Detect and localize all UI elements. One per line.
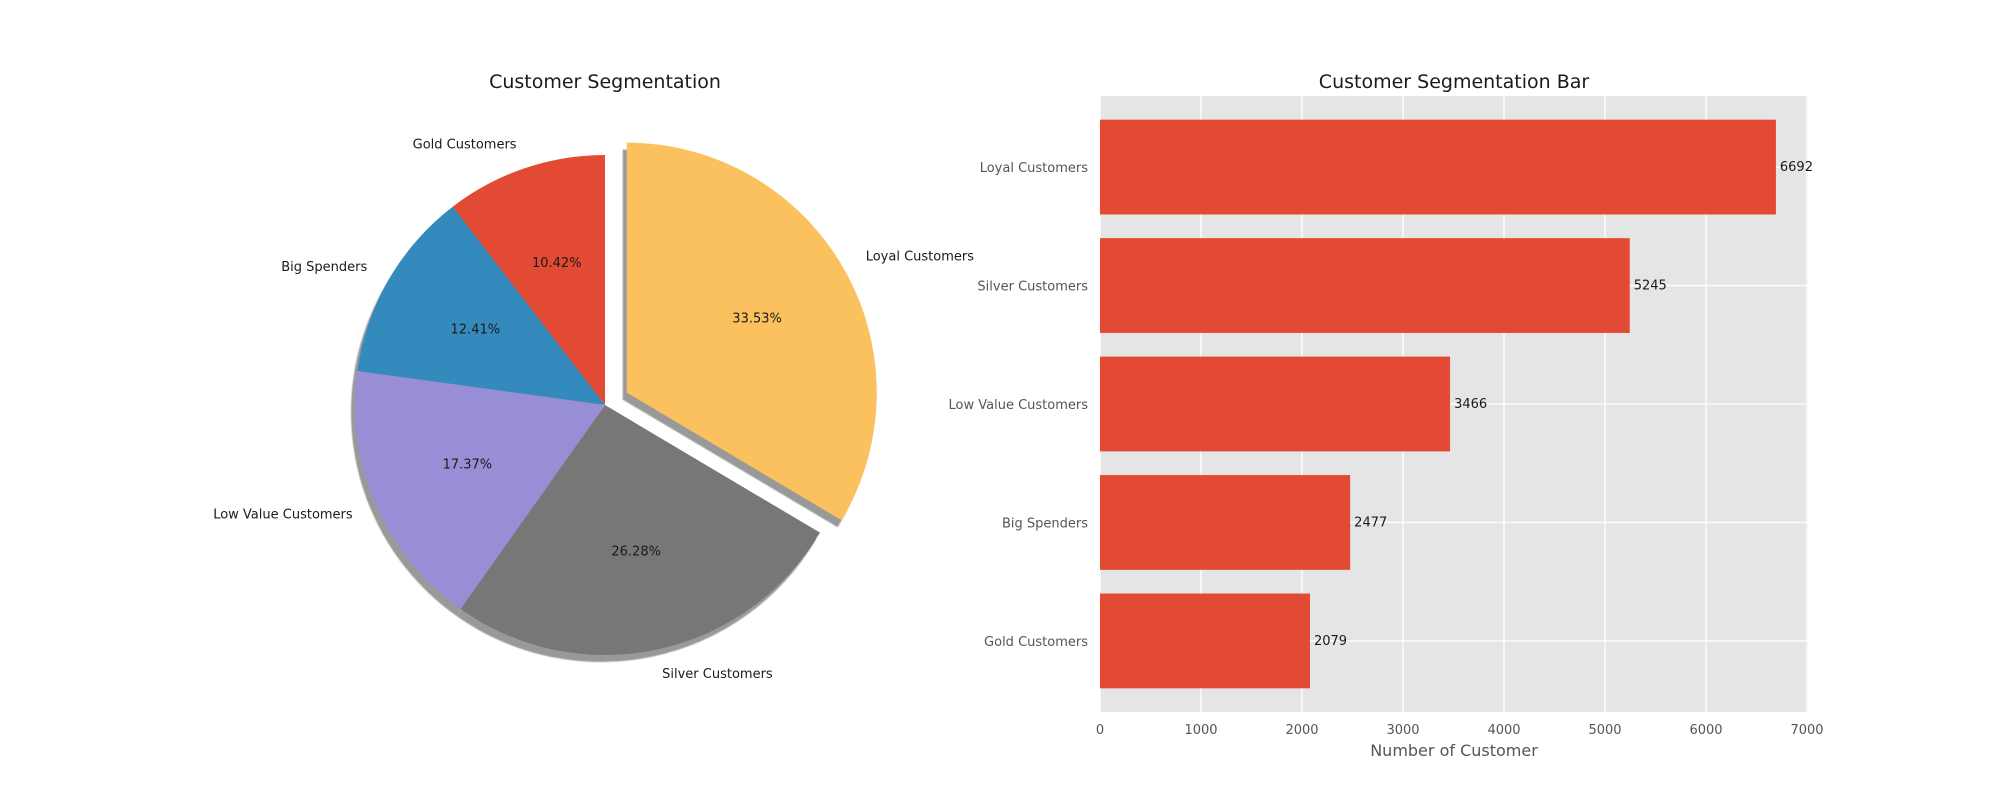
x-tick-label: 4000 [1487,723,1520,738]
pie-percent-silver-customers: 26.28% [611,545,661,560]
pie-percent-big-spenders: 12.41% [451,323,501,338]
bar-value-low-value-customers: 3466 [1454,397,1487,412]
x-tick-labels: 0 1000 2000 3000 4000 5000 6000 7000 [1096,723,1824,738]
pie-label-big-spenders: Big Spenders [281,260,367,275]
x-tick-label: 0 [1096,723,1104,738]
y-tick-labels: Loyal Customers Silver Customers Low Value… [949,161,1089,650]
bar-big-spenders [1100,475,1351,570]
bar-low-value-customers [1100,356,1451,452]
bar-value-gold-customers: 2079 [1314,634,1347,649]
x-tick-label: 2000 [1285,723,1318,738]
bar-gold-customers [1100,593,1310,689]
x-axis-label: Number of Customer [1370,741,1538,760]
bar-value-big-spenders: 2477 [1354,515,1387,530]
bar-silver-customers [1100,238,1630,333]
pie-label-gold-customers: Gold Customers [413,138,517,153]
pie-slice-low-value-customers [355,370,605,610]
pie-label-low-value-customers: Low Value Customers [213,507,353,522]
pie-slice-big-spenders [357,206,605,405]
y-tick-label-big-spenders: Big Spenders [1002,516,1088,531]
bar-chart-title: Customer Segmentation Bar [1319,71,1590,93]
y-tick-label-low-value-customers: Low Value Customers [949,398,1089,413]
x-tick-label: 3000 [1386,723,1419,738]
pie-labels: Loyal Customers 33.53% Silver Customers 26.… [213,138,974,682]
pie-slice-silver-customers [460,405,820,656]
bar-value-labels: 6692 5245 3466 2477 2079 [1314,160,1813,649]
pie-chart-title: Customer Segmentation [489,71,721,93]
pie-slices [355,142,877,656]
x-tick-label: 5000 [1588,723,1621,738]
bar-loyal-customers [1100,119,1776,215]
pie-chart: Customer Segmentation Loyal Customers 33.… [213,71,974,682]
x-tick-label: 1000 [1184,723,1217,738]
bar-value-loyal-customers: 6692 [1780,160,1813,175]
pie-slice-gold-customers [452,155,605,405]
pie-label-silver-customers: Silver Customers [662,667,773,682]
y-tick-label-loyal-customers: Loyal Customers [980,161,1089,176]
pie-label-loyal-customers: Loyal Customers [866,250,975,265]
y-tick-label-silver-customers: Silver Customers [977,280,1088,295]
bar-chart: Customer Segmentation Bar 6692 5245 3466 24… [949,71,1824,760]
pie-percent-low-value-customers: 17.37% [443,458,493,473]
pie-percent-loyal-customers: 33.53% [732,311,782,326]
y-tick-label-gold-customers: Gold Customers [984,635,1088,650]
bars [1100,119,1776,689]
bar-value-silver-customers: 5245 [1634,279,1667,294]
x-tick-label: 7000 [1790,723,1823,738]
pie-percent-gold-customers: 10.42% [532,256,582,271]
pie-slice-loyal-customers [626,142,877,521]
x-tick-label: 6000 [1689,723,1722,738]
